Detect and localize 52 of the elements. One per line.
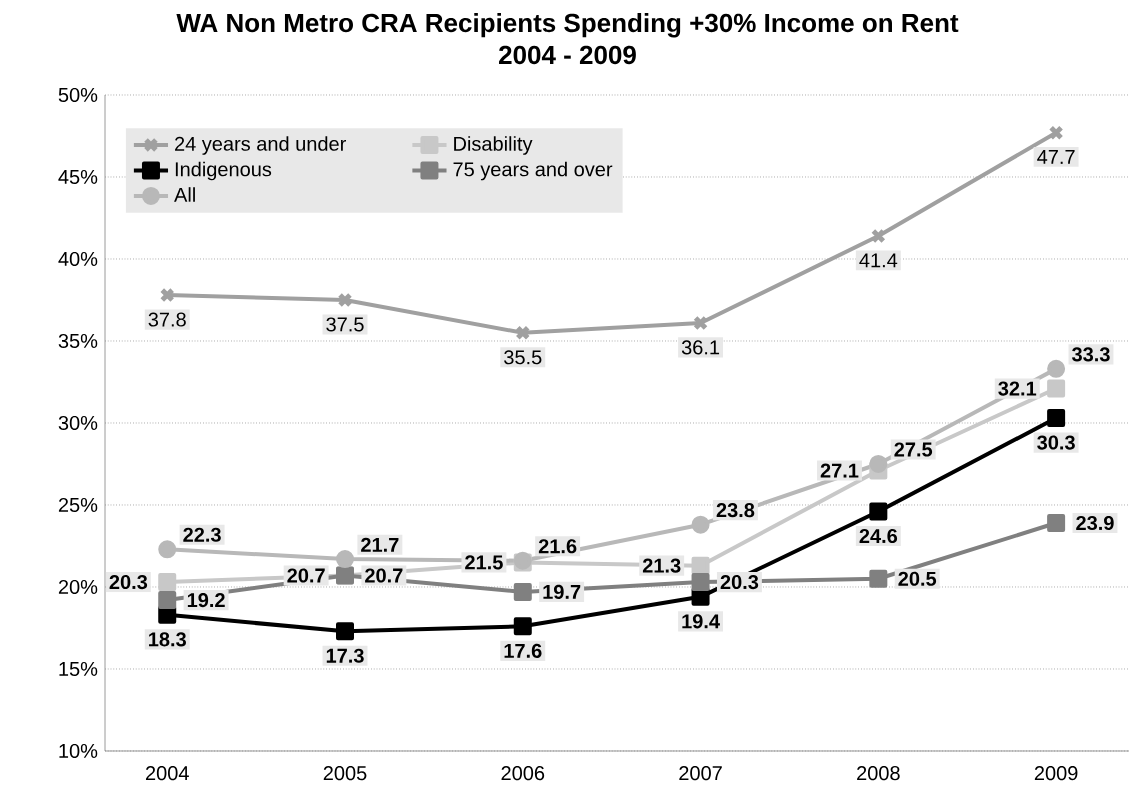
data-label: 21.5: [465, 555, 503, 570]
y-tick-label: 30%: [58, 415, 98, 431]
data-label: 19.7: [543, 584, 581, 599]
x-tick-label: 2005: [323, 766, 367, 781]
data-label: 27.1: [820, 463, 859, 478]
data-label: 21.6: [538, 539, 577, 554]
chart-subtitle: 2004 - 2009: [499, 45, 636, 65]
data-label: 37.5: [326, 317, 364, 332]
y-tick-label: 40%: [58, 251, 98, 267]
data-label: 23.9: [1076, 515, 1114, 531]
data-label: 21.7: [361, 537, 399, 552]
y-tick-label: 50%: [58, 87, 98, 103]
x-tick-label: 2007: [679, 766, 722, 781]
y-tick-label: 10%: [59, 743, 98, 759]
data-label: 20.7: [287, 568, 325, 583]
x-tick-label: 2009: [1034, 766, 1078, 781]
data-label: 20.3: [720, 574, 759, 590]
y-tick-label: 35%: [58, 333, 98, 349]
data-label: 17.3: [326, 648, 364, 663]
data-label: 20.5: [898, 571, 937, 586]
data-label: 23.8: [716, 503, 755, 518]
y-tick-label: 20%: [58, 579, 98, 595]
legend-label: 24 years and under: [175, 136, 347, 155]
data-label: 41.4: [859, 253, 898, 268]
legend-label: Disability: [454, 136, 533, 155]
chart-title: WA Non Metro CRA Recipients Spending +30% Income on Rent: [176, 13, 959, 38]
legend-label: 75 years and over: [453, 161, 613, 181]
y-tick-label: 45%: [58, 169, 98, 185]
x-tick-label: 2008: [857, 766, 900, 781]
data-label: 33.3: [1071, 347, 1110, 362]
data-label: 32.1: [998, 381, 1037, 396]
data-label: 22.3: [183, 527, 221, 542]
data-label: 18.3: [149, 632, 186, 647]
data-label: 21.3: [642, 558, 681, 573]
y-tick-label: 25%: [58, 497, 98, 513]
x-tick-label: 2006: [501, 766, 545, 781]
data-label: 20.3: [109, 574, 148, 590]
data-label: 47.7: [1037, 150, 1075, 164]
data-label: 27.5: [894, 442, 933, 457]
data-label: 17.6: [504, 643, 542, 658]
data-label: 36.1: [681, 340, 720, 355]
data-label: 20.7: [365, 568, 403, 583]
data-label: 30.3: [1037, 435, 1075, 450]
y-tick-label: 15%: [59, 661, 98, 677]
data-label: 35.5: [504, 350, 542, 365]
data-label: 37.8: [148, 312, 186, 327]
data-label: 24.6: [859, 528, 898, 544]
data-label: 19.4: [682, 614, 720, 629]
legend-label: Indigenous: [175, 161, 272, 181]
data-label: 19.2: [187, 593, 225, 608]
x-tick-label: 2004: [145, 766, 189, 781]
legend-label: All: [174, 187, 195, 202]
